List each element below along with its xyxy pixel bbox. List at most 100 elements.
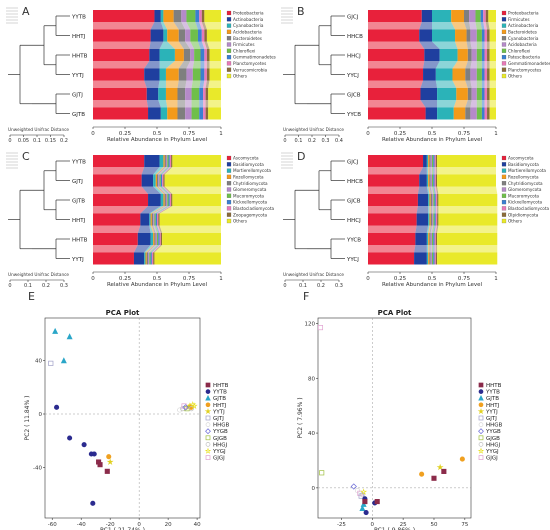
bar-band <box>416 206 429 214</box>
pca-point <box>190 402 198 409</box>
legend-swatch <box>226 162 232 167</box>
bar-band <box>452 61 468 69</box>
bar-band <box>158 206 173 214</box>
bar-segment <box>177 88 186 100</box>
bar-segment <box>162 233 221 245</box>
bar-segment <box>452 68 466 81</box>
pca-legend-label: GJGJ <box>486 456 498 462</box>
sample-label: HHTJ <box>72 34 86 40</box>
legend-label: Chytridiomycota <box>233 181 268 186</box>
bar-segment <box>471 49 477 61</box>
bar-band <box>465 80 472 88</box>
bar-band <box>185 80 193 88</box>
pca-x-tick-label: -60 <box>48 522 57 528</box>
bar-segment <box>437 233 498 245</box>
bar-segment <box>437 213 439 226</box>
bar-segment <box>93 213 141 226</box>
bar-band <box>419 41 440 49</box>
tree-tick-label: 0 <box>283 283 286 289</box>
legend-swatch <box>226 23 232 28</box>
bar-band <box>480 22 485 30</box>
bar-band <box>173 22 186 30</box>
pca-point <box>478 442 484 447</box>
legend-label: Planctomycetes <box>508 67 541 72</box>
bar-band <box>432 245 434 253</box>
legend-label: Chytridiomycota <box>508 181 543 186</box>
sample-label: YYTB <box>71 15 86 21</box>
bar-segment <box>489 88 496 100</box>
bar-x-tick-label: 0.75 <box>183 276 196 282</box>
panel-c: C YYTB GJTJ GJTB HHTJ HHTB YYTJ Unweighted Unif… <box>6 150 274 289</box>
legend-swatch <box>501 162 507 167</box>
bar-segment <box>435 155 438 167</box>
bar-segment <box>437 252 498 265</box>
bar-band <box>159 61 175 69</box>
pca-point <box>81 442 87 448</box>
legend-swatch <box>501 168 507 173</box>
pca-point <box>441 468 447 474</box>
bar-segment <box>186 10 196 22</box>
bar-band <box>201 22 207 30</box>
bar-band <box>420 80 438 88</box>
pca-panel-e: E PCA Plot -60 -40 -20 0 20 40 -40 0 40 PC1 ( 21.74… <box>24 290 230 530</box>
pca-point <box>478 435 484 441</box>
bar-segment <box>157 233 159 245</box>
legend-label: Others <box>508 74 522 79</box>
bar-segment <box>93 49 150 61</box>
legend-swatch <box>226 155 232 161</box>
bar-segment <box>480 10 484 22</box>
bar-band <box>484 61 488 69</box>
pca-point <box>477 447 485 454</box>
bar-band <box>452 80 468 88</box>
bar-x-tick-label: 1 <box>494 131 498 137</box>
bar-segment <box>148 194 161 206</box>
bar-segment <box>199 107 204 120</box>
bar-segment <box>171 194 173 206</box>
bar-segment <box>167 107 178 120</box>
bar-segment <box>190 49 195 61</box>
bar-segment <box>93 174 142 187</box>
bar-segment <box>437 174 496 187</box>
bar-band <box>451 22 467 30</box>
bar-band <box>470 41 477 49</box>
legend-swatch <box>501 155 507 161</box>
legend-swatch <box>226 48 232 53</box>
bar-segment <box>416 213 429 226</box>
pca-x-tick-label: 0 <box>137 522 141 528</box>
bar-band <box>164 186 221 194</box>
legend-label: Chloroflexi <box>508 48 530 53</box>
sample-label: YYCJ <box>346 257 359 263</box>
bar-segment <box>93 88 147 100</box>
legend-swatch <box>501 212 507 217</box>
bar-segment <box>487 88 490 100</box>
pca-point <box>54 404 60 410</box>
sample-label: YYCB <box>346 238 361 244</box>
bar-band <box>435 245 438 253</box>
bar-band <box>487 61 490 69</box>
bar-segment <box>435 174 438 187</box>
bar-x-axis-label: Relative Abundance in Phylum Level <box>382 282 483 288</box>
legend-swatch <box>226 199 232 205</box>
legend-swatch <box>501 174 507 179</box>
pca-panel-f: F PCA Plot -25 0 25 50 75 0 40 80 120 PC1 ( 9.86% )… <box>297 290 503 530</box>
bar-segment <box>470 29 477 42</box>
bar-segment <box>192 68 201 81</box>
legend-swatch <box>501 54 507 60</box>
bar-band <box>489 61 496 69</box>
bar-band <box>154 206 169 214</box>
bar-band <box>158 167 168 175</box>
pca-point <box>478 382 484 388</box>
pca-point <box>177 407 183 413</box>
bar-segment <box>137 233 151 245</box>
bar-band <box>437 225 498 233</box>
bar-band <box>475 22 482 30</box>
legend-swatch <box>226 212 232 217</box>
bar-segment <box>435 213 438 226</box>
bar-segment <box>133 252 145 265</box>
bar-band <box>146 245 156 253</box>
sample-label: GJTJ <box>72 179 83 185</box>
bar-segment <box>204 68 207 81</box>
sample-label: HHTB <box>72 54 88 60</box>
bar-band <box>481 61 485 69</box>
bar-segment <box>470 107 477 120</box>
